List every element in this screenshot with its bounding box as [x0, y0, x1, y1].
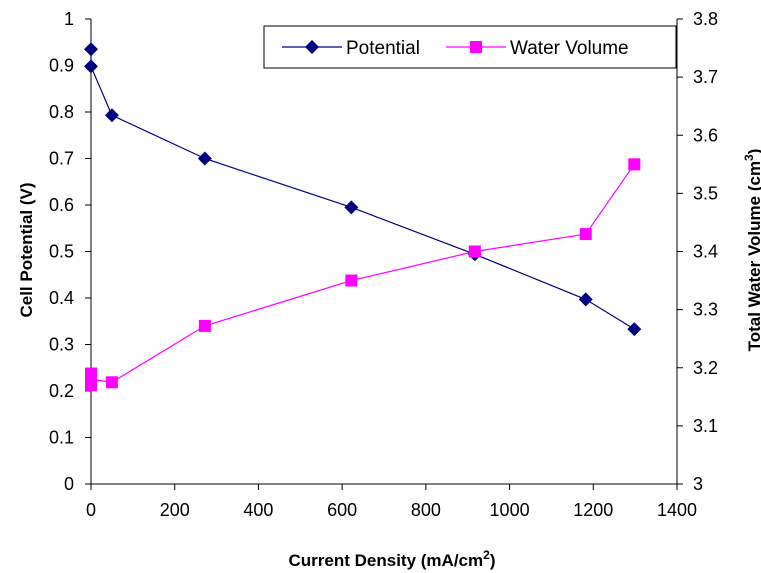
y-axis-title-main: Cell Potential (V) [17, 182, 36, 317]
water-volume-point [105, 376, 118, 389]
y-tick-label: 1 [64, 9, 74, 29]
water-volume-point [85, 373, 97, 386]
y2-tick-label: 3.2 [693, 358, 718, 378]
y2-tick-label: 3.5 [693, 183, 718, 203]
potential-point [84, 42, 98, 57]
legend: Potential Water Volume [263, 25, 677, 69]
x-tick-label: 200 [160, 500, 190, 520]
water-volume-point [628, 158, 641, 171]
y2-axis-title: Total Water Volume (cm3) [742, 149, 761, 352]
legend-water-marker [470, 41, 482, 53]
y-tick-label: 0.2 [49, 381, 74, 401]
y2-tick-label: 3 [693, 474, 703, 494]
x-axis-title: Current Density (mA/cm2) [289, 548, 496, 570]
y-tick-label: 0.6 [49, 195, 74, 215]
water-volume-point [345, 274, 358, 287]
legend-water-label: Water Volume [510, 38, 629, 59]
x-tick-label: 800 [411, 500, 441, 520]
y-tick-label: 0.7 [49, 149, 74, 169]
y2-tick-label: 3.8 [693, 9, 718, 29]
potential-point [627, 322, 642, 337]
y2-tick-label: 3.7 [693, 67, 718, 87]
y-tick-label: 0.9 [49, 56, 74, 76]
series-layer [84, 42, 642, 392]
potential-point [578, 292, 593, 307]
x-tick-label: 0 [86, 500, 96, 520]
legend-potential-marker [305, 40, 319, 54]
y2-axis-title-main: Total Water Volume (cm [745, 161, 761, 352]
y2-tick-label: 3.3 [693, 300, 718, 320]
y-tick-label: 0.4 [49, 288, 74, 308]
y-tick-label: 0.1 [49, 428, 74, 448]
tick-labels: 0 200 400 600 800 1000 1200 1400 0 0.1 0.2 0.3 0.4 0.… [49, 9, 718, 520]
water-volume-point [468, 245, 481, 258]
y-tick-label: 0.5 [49, 242, 74, 262]
axes [85, 18, 683, 490]
y2-axis-title-sup: 3 [742, 154, 756, 161]
y-axis-title: Cell Potential (V) [17, 182, 36, 317]
water-volume-point [198, 319, 211, 332]
x-axis-title-sup: 2 [483, 548, 490, 562]
water-volume-line [90, 163, 635, 386]
y2-tick-label: 3.1 [693, 416, 718, 436]
potential-point [104, 108, 119, 123]
x-tick-label: 400 [243, 500, 273, 520]
y2-axis-title-end: ) [745, 149, 761, 155]
potential-point [344, 200, 359, 215]
x-axis-title-main: Current Density (mA/cm [289, 551, 484, 570]
y-tick-label: 0.3 [49, 335, 74, 355]
y2-tick-label: 3.6 [693, 125, 718, 145]
y2-tick-label: 3.4 [693, 242, 718, 262]
legend-potential-label: Potential [346, 38, 420, 59]
y-tick-label: 0 [64, 474, 74, 494]
x-axis-title-end: ) [490, 551, 496, 570]
x-tick-label: 600 [327, 500, 357, 520]
water-volume-point [579, 228, 592, 241]
x-tick-label: 1400 [657, 500, 697, 520]
x-tick-label: 1200 [573, 500, 613, 520]
x-tick-label: 1000 [490, 500, 530, 520]
potential-point [84, 59, 98, 74]
potential-point [197, 151, 212, 166]
y-tick-label: 0.8 [49, 102, 74, 122]
potential-line [90, 49, 635, 330]
